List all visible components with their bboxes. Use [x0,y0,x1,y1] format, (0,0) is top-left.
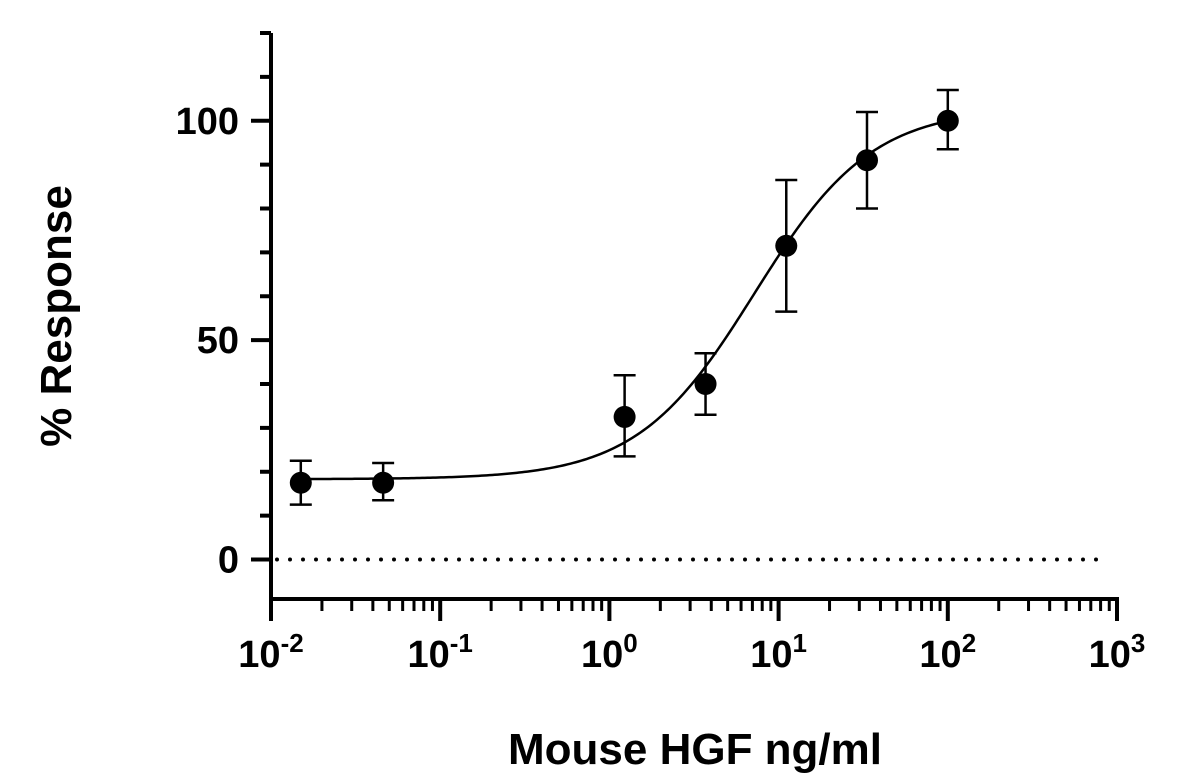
x-tick-label: 101 [750,628,807,676]
data-points-group [289,109,959,494]
x-tick-label: 103 [1089,628,1146,676]
data-point [694,373,717,396]
x-tick-label: 100 [581,628,638,676]
data-point [289,471,312,494]
data-point [775,234,798,257]
x-axis-title: Mouse HGF ng/ml [508,725,882,774]
data-point [855,149,878,172]
x-ticks-group [269,599,1119,621]
y-axis-title: % Response [32,185,81,447]
axes-group [269,33,1119,601]
error-bars-group [289,88,959,506]
x-tick-labels-group: 10-2 10-1 100 101 102 103 [238,628,1145,676]
y-tick-label: 0 [218,540,239,582]
data-point [372,471,395,494]
data-point [613,405,636,428]
y-tick-labels-group: 0 50 100 [176,101,239,582]
y-ticks-group [251,31,271,562]
y-tick-label: 50 [197,320,239,362]
x-tick-label: 10-1 [407,628,472,676]
x-tick-label: 10-2 [238,628,303,676]
y-tick-label: 100 [176,101,239,143]
x-tick-label: 102 [919,628,976,676]
data-point [936,109,959,132]
